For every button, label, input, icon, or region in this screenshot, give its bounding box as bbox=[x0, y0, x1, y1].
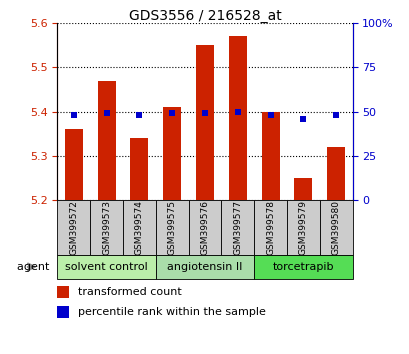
Bar bbox=[319, 200, 352, 255]
Text: GSM399572: GSM399572 bbox=[69, 200, 78, 255]
Point bbox=[201, 110, 208, 116]
Point bbox=[234, 109, 240, 114]
Bar bbox=[163, 107, 181, 200]
Bar bbox=[57, 255, 155, 279]
Bar bbox=[188, 200, 221, 255]
Point bbox=[103, 110, 110, 116]
Point bbox=[136, 112, 142, 118]
Point bbox=[169, 110, 175, 116]
Bar bbox=[155, 200, 188, 255]
Text: GSM399578: GSM399578 bbox=[265, 200, 274, 255]
Point bbox=[332, 112, 339, 118]
Point bbox=[299, 116, 306, 121]
Bar bbox=[130, 138, 148, 200]
Text: angiotensin II: angiotensin II bbox=[167, 262, 242, 272]
Bar bbox=[326, 147, 344, 200]
Bar bbox=[90, 200, 123, 255]
Bar bbox=[286, 200, 319, 255]
Text: GSM399579: GSM399579 bbox=[298, 200, 307, 255]
Text: GSM399577: GSM399577 bbox=[233, 200, 242, 255]
Bar bbox=[123, 200, 155, 255]
Text: GSM399576: GSM399576 bbox=[200, 200, 209, 255]
Bar bbox=[57, 200, 90, 255]
Text: GDS3556 / 216528_at: GDS3556 / 216528_at bbox=[128, 9, 281, 23]
Bar bbox=[228, 36, 246, 200]
Bar bbox=[155, 255, 254, 279]
Bar bbox=[254, 255, 352, 279]
Bar bbox=[65, 129, 83, 200]
Bar bbox=[261, 112, 279, 200]
Bar bbox=[254, 200, 286, 255]
Text: transformed count: transformed count bbox=[78, 287, 181, 297]
Point bbox=[267, 112, 273, 118]
Bar bbox=[57, 306, 69, 318]
Text: percentile rank within the sample: percentile rank within the sample bbox=[78, 307, 265, 317]
Point bbox=[70, 112, 77, 118]
Text: GSM399574: GSM399574 bbox=[135, 200, 144, 255]
Text: solvent control: solvent control bbox=[65, 262, 148, 272]
Text: GSM399580: GSM399580 bbox=[331, 200, 340, 255]
Text: agent: agent bbox=[17, 262, 53, 272]
Bar bbox=[221, 200, 254, 255]
Bar bbox=[97, 81, 115, 200]
Text: torcetrapib: torcetrapib bbox=[272, 262, 333, 272]
Bar bbox=[196, 45, 213, 200]
Bar bbox=[294, 178, 312, 200]
Text: GSM399575: GSM399575 bbox=[167, 200, 176, 255]
Bar bbox=[57, 286, 69, 298]
Text: GSM399573: GSM399573 bbox=[102, 200, 111, 255]
